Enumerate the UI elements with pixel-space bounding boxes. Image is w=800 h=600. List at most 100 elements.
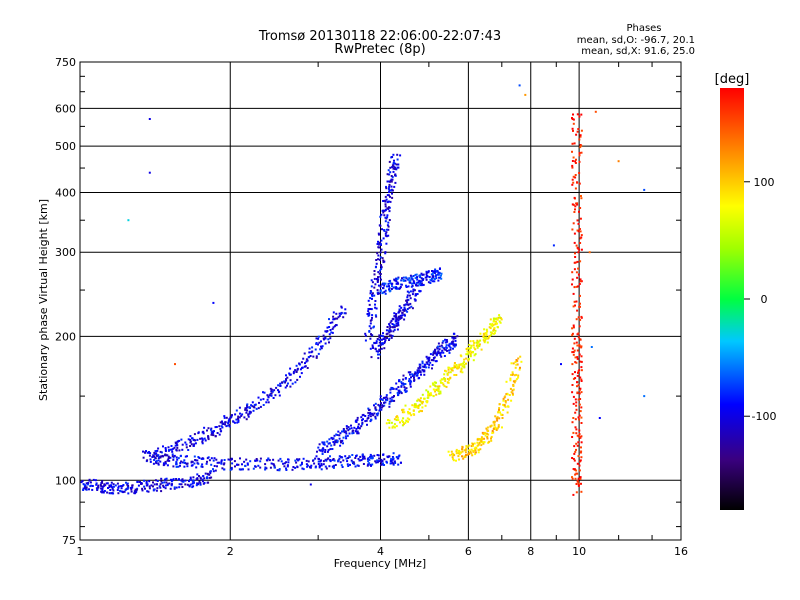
data-point: [378, 246, 381, 249]
data-point: [208, 459, 211, 462]
data-point: [578, 160, 581, 163]
data-point: [390, 334, 393, 337]
data-point: [466, 350, 469, 353]
data-point: [295, 364, 298, 367]
data-point: [381, 338, 383, 341]
data-point: [573, 300, 576, 303]
data-point: [516, 363, 519, 366]
data-point: [572, 122, 575, 125]
data-point: [376, 412, 378, 415]
data-point: [130, 490, 133, 493]
data-point: [496, 322, 498, 325]
data-point: [157, 463, 160, 466]
data-point: [580, 380, 583, 382]
data-point: [500, 318, 503, 321]
data-point: [404, 421, 407, 424]
data-point: [390, 175, 393, 177]
data-point: [277, 384, 280, 387]
data-point: [386, 224, 389, 227]
data-point: [362, 463, 365, 465]
data-point: [482, 437, 485, 440]
data-point: [387, 329, 390, 332]
data-point: [580, 355, 583, 358]
data-point: [383, 458, 386, 461]
data-point: [208, 476, 211, 479]
data-point: [181, 461, 184, 464]
data-point: [431, 364, 434, 366]
data-point: [512, 362, 515, 365]
data-point: [311, 346, 314, 349]
data-point: [395, 280, 398, 283]
data-point: [143, 485, 146, 488]
data-point: [157, 462, 160, 465]
data-point: [317, 335, 320, 338]
data-point: [451, 342, 453, 345]
data-point: [102, 491, 105, 493]
data-point: [571, 228, 574, 231]
data-point: [321, 453, 324, 455]
data-point: [162, 486, 165, 489]
data-point: [157, 459, 160, 462]
data-point: [580, 450, 583, 453]
data-point: [571, 457, 574, 459]
data-point: [140, 482, 143, 485]
data-point: [149, 460, 152, 463]
data-point: [371, 412, 374, 415]
data-point: [387, 206, 390, 209]
data-point: [498, 403, 501, 406]
data-point: [367, 314, 370, 317]
data-point: [189, 483, 192, 486]
data-point: [466, 353, 469, 356]
data-point: [379, 285, 382, 288]
data-point: [456, 335, 459, 338]
data-point: [369, 308, 372, 310]
data-point: [419, 400, 422, 402]
data-point: [155, 454, 158, 457]
data-point: [289, 385, 292, 388]
data-point: [371, 344, 374, 347]
data-point: [580, 144, 583, 147]
data-point: [400, 283, 403, 286]
data-point: [100, 485, 103, 488]
data-point: [577, 332, 580, 335]
data-point: [328, 465, 331, 468]
data-point: [492, 329, 495, 332]
data-point: [410, 376, 412, 379]
data-point: [374, 314, 377, 317]
data-point: [279, 382, 282, 385]
data-point: [453, 374, 456, 376]
data-point: [346, 460, 349, 463]
data-point: [101, 489, 104, 492]
data-point: [572, 395, 575, 398]
data-point: [401, 424, 404, 427]
data-point: [369, 463, 372, 466]
data-point: [390, 283, 393, 286]
data-point: [254, 403, 257, 406]
data-point: [317, 460, 320, 463]
data-point: [173, 446, 176, 449]
data-point: [500, 413, 503, 416]
data-point: [199, 437, 202, 440]
data-point: [480, 441, 483, 444]
data-point: [216, 465, 218, 468]
data-point: [417, 377, 420, 380]
data-point: [389, 200, 392, 203]
data-point: [325, 459, 328, 462]
data-point: [449, 348, 452, 351]
data-point: [376, 459, 379, 462]
data-point: [376, 454, 379, 456]
data-point: [341, 456, 344, 459]
data-point: [100, 487, 103, 490]
data-point: [99, 483, 102, 486]
data-point: [393, 185, 396, 188]
data-point: [330, 331, 333, 334]
data-point: [225, 416, 228, 419]
data-point: [427, 390, 430, 393]
data-point: [319, 449, 322, 452]
data-point: [346, 434, 349, 437]
data-point: [370, 356, 373, 359]
data-point: [396, 457, 399, 460]
data-point: [328, 438, 331, 441]
data-point: [384, 203, 387, 206]
data-point: [579, 217, 582, 220]
